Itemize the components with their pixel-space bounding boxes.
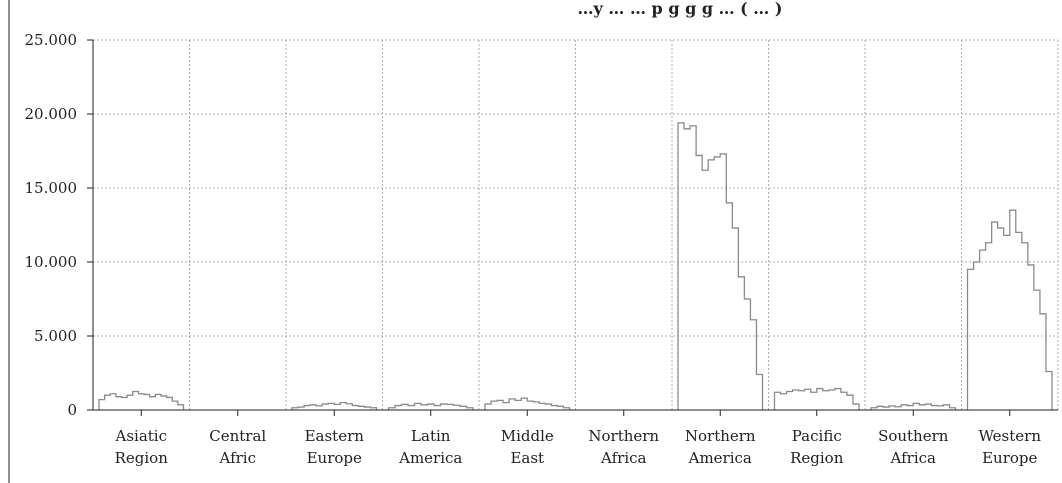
series-asiatic-region [99, 392, 184, 411]
y-tick-label: 5.000 [34, 327, 77, 345]
y-tick-label: 25.000 [25, 31, 78, 49]
x-tick-label: Region [115, 449, 169, 467]
x-tick-label: Western [978, 427, 1041, 445]
series-southern-africa [871, 403, 956, 410]
y-tick-label: 0 [67, 401, 77, 419]
x-tick-label: Africa [890, 449, 936, 467]
grid [93, 40, 1058, 410]
series-middle-east [485, 398, 570, 410]
x-tick-label: Northern [588, 427, 659, 445]
series-western-europe [968, 210, 1053, 410]
x-tick-label: Europe [307, 449, 362, 467]
y-tick-label: 10.000 [25, 253, 78, 271]
y-tick-label: 15.000 [25, 179, 78, 197]
x-tick-label: Pacific [792, 427, 842, 445]
x-tick-label: Central [209, 427, 266, 445]
x-tick-label: America [688, 449, 752, 467]
x-tick-label: Middle [501, 427, 554, 445]
series-latin-america [389, 403, 474, 410]
x-tick-label: Asiatic [115, 427, 168, 445]
x-tick-label: Eastern [305, 427, 365, 445]
series-eastern-europe [292, 403, 377, 410]
x-tick-label: Europe [982, 449, 1037, 467]
x-tick-label: Afric [219, 449, 257, 467]
x-tick-label: America [398, 449, 462, 467]
series-pacific-region [775, 389, 860, 410]
x-tick-label: Southern [878, 427, 949, 445]
x-tick-label: Latin [411, 427, 451, 445]
x-tick-label: East [510, 449, 544, 467]
x-tick-label: Region [790, 449, 844, 467]
x-tick-label: Africa [600, 449, 646, 467]
axes [9, 0, 1058, 483]
y-tick-label: 20.000 [25, 105, 78, 123]
chart-title: …y … … p g g g … ( … ) [578, 0, 783, 18]
x-tick-label: Northern [685, 427, 756, 445]
series-northern-america [678, 123, 763, 410]
